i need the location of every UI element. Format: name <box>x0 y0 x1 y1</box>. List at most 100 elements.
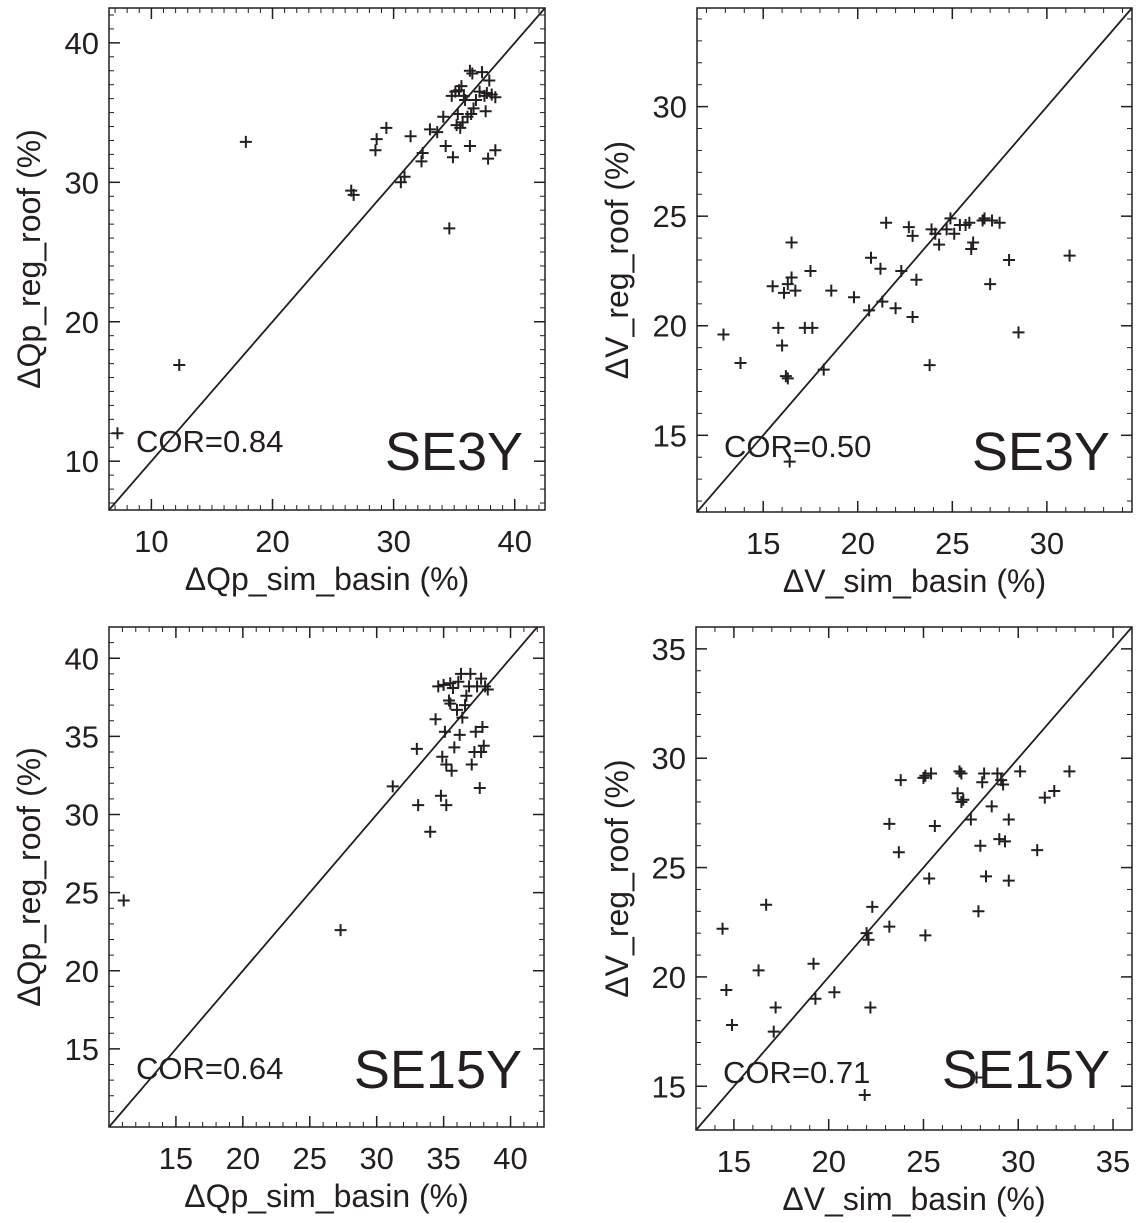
data-points <box>117 667 494 937</box>
y-tick-label: 15 <box>653 418 687 453</box>
data-point <box>964 813 977 826</box>
data-point <box>767 1025 780 1038</box>
data-point <box>386 780 399 793</box>
data-point <box>863 304 876 317</box>
data-point <box>398 170 411 183</box>
data-point <box>476 721 489 733</box>
data-point <box>783 455 796 468</box>
data-point <box>416 147 429 160</box>
x-tick-labels: 15 20 25 30 35 <box>717 1144 1131 1179</box>
data-point <box>1063 249 1076 262</box>
y-axis-label: ΔQp_reg_roof (%) <box>11 129 47 389</box>
x-tick-label: 30 <box>1030 526 1064 561</box>
data-point <box>862 933 875 946</box>
correlation-label: COR=0.50 <box>724 429 871 464</box>
data-point <box>970 1071 983 1084</box>
data-point <box>1014 765 1027 778</box>
data-point <box>998 835 1011 848</box>
data-point <box>432 680 445 693</box>
data-point <box>864 1001 877 1014</box>
data-point <box>370 133 383 146</box>
y-tick-labels: 15 20 25 30 35 40 <box>65 641 99 1067</box>
data-point <box>453 728 466 741</box>
data-point <box>978 212 991 225</box>
data-point <box>465 758 478 771</box>
data-point <box>454 121 467 134</box>
data-point <box>442 694 455 707</box>
data-point <box>424 825 437 838</box>
data-point <box>906 229 919 242</box>
data-point <box>980 870 993 883</box>
major-ticks <box>109 8 545 510</box>
data-point <box>440 758 453 771</box>
data-point <box>778 286 790 299</box>
data-point <box>443 222 456 235</box>
data-point <box>785 236 798 249</box>
data-point <box>993 216 1006 229</box>
data-point <box>847 291 860 304</box>
y-tick-labels: 15 20 25 30 35 <box>652 632 686 1104</box>
x-tick-label: 40 <box>493 1141 527 1176</box>
data-point <box>459 94 472 107</box>
data-point <box>895 264 908 277</box>
y-tick-label: 10 <box>65 444 99 479</box>
data-point <box>466 67 479 80</box>
data-point <box>1002 813 1015 826</box>
data-point <box>985 800 998 813</box>
data-points <box>716 765 1076 1102</box>
data-point <box>489 91 502 104</box>
data-point <box>423 123 436 136</box>
data-point <box>1048 785 1061 798</box>
data-point <box>475 672 488 685</box>
x-tick-label: 15 <box>746 526 780 561</box>
y-tick-label: 40 <box>65 26 99 61</box>
data-point <box>465 107 478 120</box>
scenario-label: SE3Y <box>972 422 1110 482</box>
data-point <box>481 683 494 696</box>
data-point <box>440 799 453 812</box>
correlation-label: COR=0.84 <box>136 424 283 459</box>
data-point <box>779 370 792 383</box>
data-point <box>752 964 765 977</box>
data-point <box>807 957 820 970</box>
data-point <box>858 1089 871 1102</box>
data-point <box>997 778 1010 791</box>
data-point <box>993 833 1006 846</box>
data-point <box>444 697 457 710</box>
x-tick-label: 20 <box>226 1141 260 1176</box>
data-point <box>489 144 502 157</box>
data-point <box>434 789 447 802</box>
data-point <box>446 151 459 164</box>
data-point <box>467 102 480 115</box>
data-point <box>734 356 747 369</box>
panel-v-se15y: 15 20 25 30 35 15 20 25 30 35 ΔV_sim_basin (%) Δ… <box>599 626 1133 1217</box>
data-point <box>883 817 896 830</box>
data-point <box>1038 791 1051 804</box>
data-point <box>910 273 923 286</box>
data-point <box>965 243 978 256</box>
data-point <box>906 310 919 323</box>
data-point <box>369 144 382 157</box>
data-point <box>451 107 464 120</box>
data-point <box>437 678 450 691</box>
data-point <box>473 781 486 794</box>
data-point <box>772 321 785 334</box>
data-point <box>438 725 451 738</box>
x-tick-labels: 10 20 30 40 <box>134 524 532 559</box>
x-tick-label: 30 <box>1001 1144 1035 1179</box>
x-tick-labels: 15 20 25 30 <box>746 526 1064 561</box>
y-tick-label: 30 <box>653 90 687 125</box>
data-point <box>929 227 942 240</box>
y-tick-label: 20 <box>652 960 686 995</box>
data-point <box>380 121 393 134</box>
x-tick-label: 10 <box>134 524 168 559</box>
data-point <box>446 681 459 694</box>
data-point <box>892 846 905 859</box>
data-point <box>986 214 999 227</box>
data-point <box>804 264 817 277</box>
x-tick-label: 15 <box>717 1144 751 1179</box>
major-ticks <box>697 8 1132 512</box>
data-point <box>412 799 425 812</box>
data-point <box>769 1001 782 1014</box>
major-ticks <box>109 627 544 1127</box>
